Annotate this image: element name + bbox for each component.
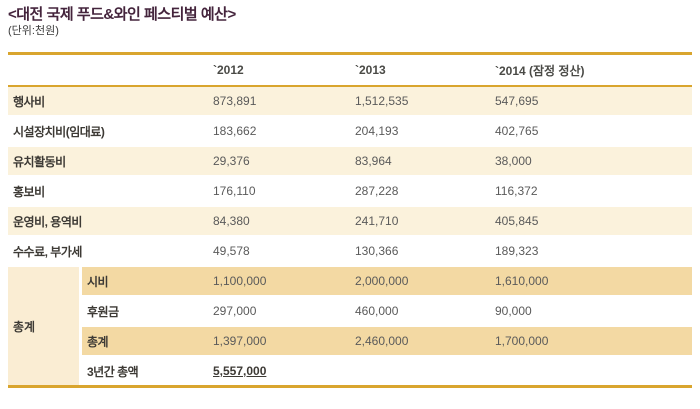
header-divider [8,85,692,87]
value-2014: 189,323 [495,244,539,258]
unit-note: (단위:천원) [8,25,59,37]
value-2012: 297,000 [213,304,257,318]
row-label: 홍보비 [13,184,45,199]
table-row: 총계 1,397,000 2,460,000 1,700,000 [82,327,692,355]
table-header-row: `2012 `2013 `2014 (잠정 정산) [8,55,692,85]
value-2013: 287,228 [355,184,399,198]
value-2013: 204,193 [355,124,399,138]
table-row: 유치활동비 29,376 83,964 38,000 [8,147,692,175]
page-title: <대전 국제 푸드&와인 페스티벌 예산> [8,6,236,23]
value-2014: 38,000 [495,154,532,168]
value-2013: 1,512,535 [355,94,409,108]
row-label: 총계 [87,334,109,349]
table-row: 시비 1,100,000 2,000,000 1,610,000 [82,267,692,295]
table-row: 운영비, 용역비 84,380 241,710 405,845 [8,207,692,235]
row-label: 수수료, 부가세 [13,244,82,259]
value-2014: 1,610,000 [495,274,549,288]
grand-total-value: 5,557,000 [213,364,267,378]
row-label: 시설장치비(임대료) [13,124,105,139]
column-header-2014: `2014 (잠정 정산) [495,63,585,78]
group-label-cell: 총계 [8,267,79,385]
table-row: 후원금 297,000 460,000 90,000 [82,297,692,325]
value-2014: 1,700,000 [495,334,549,348]
table-row: 행사비 873,891 1,512,535 547,695 [8,87,692,115]
value-2012: 873,891 [213,94,257,108]
value-2013: 241,710 [355,214,399,228]
budget-table: `2012 `2013 `2014 (잠정 정산) 행사비 873,891 1,… [8,52,692,388]
row-label: 운영비, 용역비 [13,214,82,229]
value-2012: 1,100,000 [213,274,267,288]
value-2014: 405,845 [495,214,539,228]
value-2012: 29,376 [213,154,250,168]
row-label: 시비 [87,274,109,289]
value-2014: 116,372 [495,184,538,198]
value-2013: 130,366 [355,244,399,258]
value-2012: 1,397,000 [213,334,267,348]
table-row: 3년간 총액 5,557,000 [82,357,692,385]
table-row: 수수료, 부가세 49,578 130,366 189,323 [8,237,692,265]
value-2012: 84,380 [213,214,250,228]
value-2013: 83,964 [355,154,392,168]
value-2013: 2,460,000 [355,334,409,348]
value-2012: 183,662 [213,124,257,138]
value-2013: 2,000,000 [355,274,409,288]
table-row: 시설장치비(임대료) 183,662 204,193 402,765 [8,117,692,145]
group-rows: 시비 1,100,000 2,000,000 1,610,000 후원금 297… [82,267,692,385]
value-2014: 547,695 [495,94,539,108]
table-row: 홍보비 176,110 287,228 116,372 [8,177,692,205]
column-header-2012: `2012 [213,63,244,77]
row-label: 3년간 총액 [87,364,139,379]
budget-table-page: <대전 국제 푸드&와인 페스티벌 예산> (단위:천원) `2012 `201… [8,6,692,388]
value-2014: 90,000 [495,304,532,318]
table-bottom-border [8,385,692,388]
row-label: 유치활동비 [13,154,66,169]
column-header-2013: `2013 [355,63,386,77]
row-label: 행사비 [13,94,45,109]
value-2012: 49,578 [213,244,250,258]
value-2013: 460,000 [355,304,399,318]
table-top-border [8,52,692,55]
value-2012: 176,110 [213,184,256,198]
row-label: 후원금 [87,304,119,319]
value-2014: 402,765 [495,124,539,138]
totals-group: 총계 시비 1,100,000 2,000,000 1,610,000 후원금 … [8,267,692,385]
